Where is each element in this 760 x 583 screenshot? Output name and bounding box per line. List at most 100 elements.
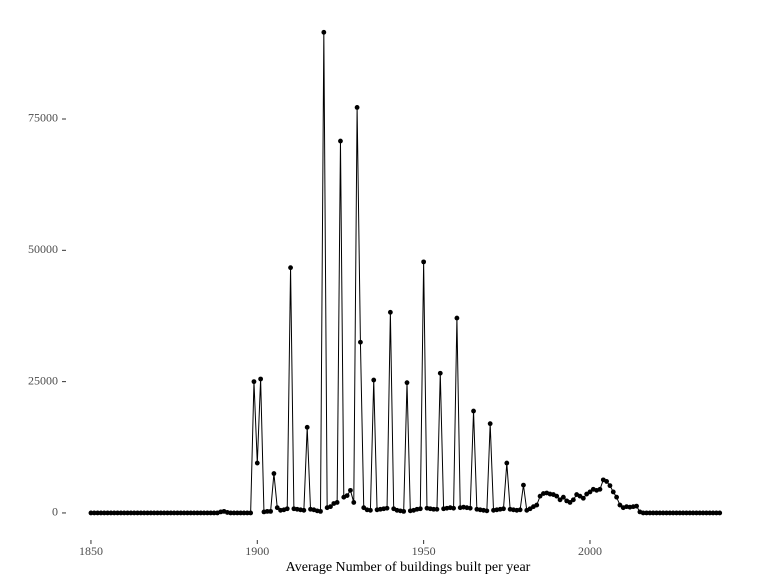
data-point bbox=[328, 504, 333, 510]
data-point bbox=[211, 510, 217, 516]
data-point bbox=[188, 510, 194, 516]
data-point bbox=[614, 494, 619, 500]
data-point bbox=[431, 506, 437, 512]
data-point bbox=[554, 493, 560, 499]
data-point bbox=[597, 486, 603, 492]
data-point bbox=[101, 510, 107, 516]
data-point bbox=[654, 510, 659, 516]
data-point bbox=[198, 510, 204, 516]
data-point bbox=[241, 510, 247, 516]
data-point bbox=[304, 424, 310, 430]
data-point bbox=[454, 315, 460, 321]
data-point bbox=[238, 510, 244, 516]
data-point bbox=[467, 505, 473, 511]
data-point bbox=[175, 510, 180, 516]
data-point bbox=[271, 471, 277, 476]
data-point bbox=[704, 510, 709, 516]
data-point bbox=[557, 497, 563, 503]
data-point bbox=[700, 510, 706, 516]
data-point bbox=[401, 508, 407, 514]
data-point bbox=[234, 510, 240, 516]
data-point bbox=[208, 510, 214, 516]
x-tick-label: 1900 bbox=[245, 544, 269, 558]
data-point bbox=[437, 370, 443, 376]
x-axis-title: Average Number of buildings built per ye… bbox=[286, 560, 531, 575]
data-point bbox=[145, 510, 150, 516]
data-point bbox=[667, 510, 673, 516]
data-point bbox=[714, 510, 719, 516]
x-tick-label: 1950 bbox=[412, 544, 436, 558]
data-point bbox=[644, 510, 649, 516]
data-point bbox=[88, 510, 94, 516]
data-point bbox=[487, 421, 493, 427]
data-point bbox=[404, 380, 410, 386]
data-point bbox=[135, 510, 140, 516]
data-point bbox=[185, 510, 190, 516]
data-point bbox=[128, 510, 134, 516]
data-point bbox=[321, 29, 327, 35]
data-point bbox=[534, 502, 540, 508]
data-point bbox=[334, 500, 340, 505]
data-point bbox=[537, 493, 543, 499]
data-point bbox=[254, 460, 260, 466]
data-point bbox=[204, 510, 210, 516]
data-point bbox=[158, 510, 164, 516]
data-point bbox=[634, 503, 639, 509]
data-point bbox=[471, 408, 476, 414]
data-point bbox=[171, 510, 177, 516]
data-point bbox=[387, 309, 393, 315]
data-point bbox=[604, 479, 610, 484]
data-point bbox=[484, 508, 490, 514]
data-point bbox=[417, 506, 423, 512]
data-point bbox=[670, 510, 676, 516]
data-point bbox=[580, 495, 586, 501]
data-point bbox=[674, 510, 679, 516]
data-point bbox=[344, 493, 350, 499]
data-point bbox=[384, 505, 390, 511]
data-point bbox=[115, 510, 120, 516]
data-point bbox=[677, 510, 683, 516]
x-tick-label: 1850 bbox=[79, 544, 103, 558]
data-point bbox=[111, 510, 117, 516]
data-point bbox=[501, 506, 506, 512]
y-tick-label: 25000 bbox=[28, 373, 58, 387]
data-point bbox=[570, 497, 576, 503]
data-point bbox=[640, 510, 646, 516]
data-point bbox=[318, 508, 323, 514]
data-point bbox=[288, 265, 293, 271]
data-point bbox=[650, 510, 656, 516]
data-point bbox=[98, 510, 104, 516]
data-point bbox=[155, 510, 160, 516]
data-point bbox=[434, 506, 440, 512]
data-point bbox=[368, 507, 373, 513]
data-point bbox=[610, 489, 616, 495]
data-point bbox=[178, 510, 184, 516]
data-point bbox=[517, 507, 523, 513]
data-point bbox=[151, 510, 157, 516]
data-point bbox=[141, 510, 147, 516]
data-point bbox=[274, 505, 280, 511]
data-point bbox=[138, 510, 144, 516]
data-point bbox=[181, 510, 187, 516]
data-point bbox=[91, 510, 97, 516]
data-point bbox=[191, 510, 197, 516]
data-point bbox=[258, 376, 264, 382]
data-point bbox=[338, 138, 343, 144]
data-point bbox=[567, 500, 573, 505]
data-point bbox=[451, 505, 456, 511]
data-point bbox=[248, 510, 254, 516]
data-point bbox=[244, 510, 250, 516]
data-point bbox=[687, 510, 693, 516]
data-point bbox=[161, 510, 167, 516]
data-point bbox=[371, 377, 377, 383]
data-point bbox=[231, 510, 237, 516]
x-tick-label: 2000 bbox=[578, 544, 602, 558]
y-tick-label: 0 bbox=[52, 505, 58, 519]
data-point bbox=[201, 510, 207, 516]
data-point bbox=[168, 510, 174, 516]
data-point bbox=[707, 510, 713, 516]
data-point bbox=[521, 482, 526, 488]
data-point bbox=[118, 510, 124, 516]
data-point bbox=[684, 510, 689, 516]
data-point bbox=[95, 510, 100, 516]
